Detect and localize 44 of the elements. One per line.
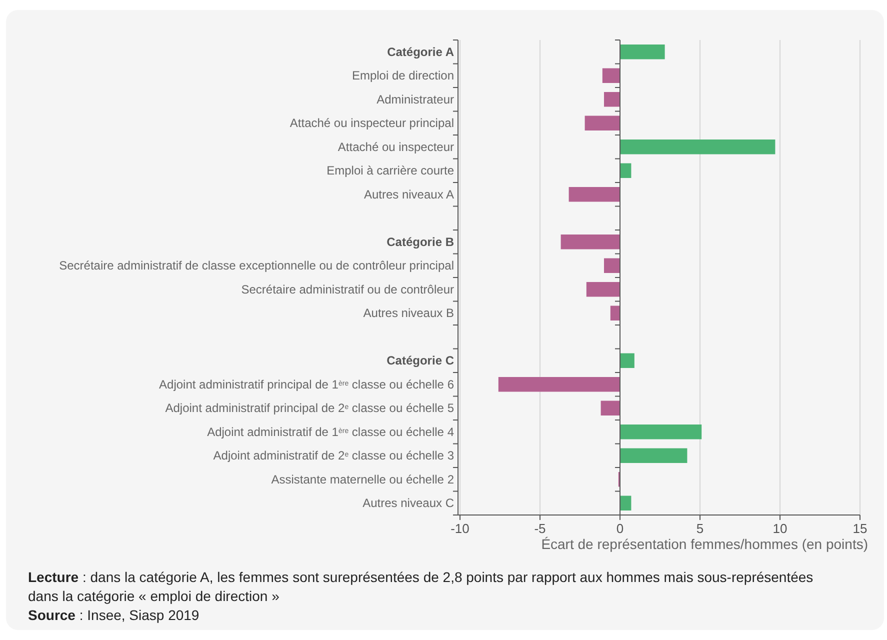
- y-tick-label: Autres niveaux C: [362, 496, 454, 510]
- bar: [560, 234, 620, 250]
- bar: [620, 448, 688, 463]
- bar: [568, 187, 620, 202]
- x-tick-label: 5: [696, 521, 704, 536]
- y-tick-label: Autres niveaux B: [363, 306, 454, 320]
- x-tick-label: -5: [534, 521, 546, 536]
- bar: [620, 140, 776, 154]
- bar: [620, 424, 702, 440]
- bar: [498, 377, 620, 392]
- y-tick-label: Attaché ou inspecteur principal: [290, 116, 454, 130]
- y-tick-label: Autres niveaux A: [364, 187, 454, 202]
- x-tick-label: 15: [852, 521, 868, 536]
- y-tick-label: Assistante maternelle ou échelle 2: [271, 472, 454, 486]
- bar: [604, 258, 620, 273]
- y-tick-label: Emploi de direction: [352, 68, 454, 83]
- y-tick-label: Attaché ou inspecteur: [338, 140, 454, 154]
- y-tick-label: Catégorie A: [387, 44, 454, 59]
- x-axis-title: Écart de représentation femmes/hommes (en points): [541, 536, 868, 552]
- bar: [620, 163, 632, 178]
- bar: [602, 68, 620, 83]
- bar: [586, 282, 620, 297]
- y-tick-label: Secrétaire administratif de classe exceptionnelle ou de contrôleur principal: [59, 258, 454, 273]
- bar: [620, 496, 632, 510]
- bar: [610, 306, 620, 320]
- bar: [604, 92, 620, 107]
- y-tick-label: Adjoint administratif principal de 2$^{e}$ classe ou échelle 5: [165, 401, 454, 416]
- y-tick-label: Adjoint administratif de 2$^{e}$ classe ou échelle 3: [213, 448, 454, 463]
- y-tick-label: Catégorie B: [386, 234, 454, 249]
- bar: [600, 400, 620, 416]
- x-tick-label: -10: [450, 521, 470, 536]
- text: Lecture : dans la catégorie A, les femmes sont sureprésentées de 2,8 points par rapport aux hommes mais sous-représentées dans la catégorie « emploi de direction »: [28, 568, 814, 606]
- bar: [620, 353, 634, 368]
- y-tick-label: Catégorie C: [386, 354, 454, 368]
- y-tick-label: Administrateur: [376, 92, 454, 106]
- source-note: Source : Insee, Siasp 2019: [28, 606, 200, 625]
- x-tick-label: 0: [616, 521, 624, 536]
- y-tick-label: Emploi à carrière courte: [326, 164, 454, 178]
- bar: [620, 44, 665, 60]
- y-tick-label: Secrétaire administratif ou de contrôleur: [241, 282, 454, 296]
- bar: [584, 116, 620, 130]
- x-tick-label: 10: [772, 521, 788, 536]
- y-tick-label: Adjoint administratif principal de 1$^{ère}$ classe ou échelle 6: [159, 377, 454, 392]
- y-tick-label: Adjoint administratif de 1$^{ère}$ classe ou échelle 4: [207, 424, 454, 439]
